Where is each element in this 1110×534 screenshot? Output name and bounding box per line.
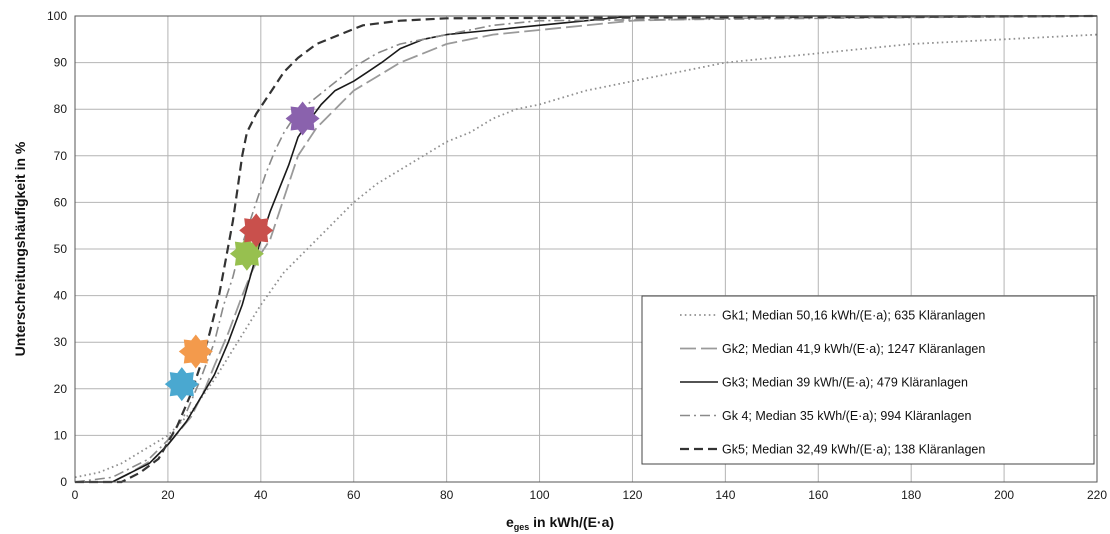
tick-labels: 0 20 40 60 80 100 120 140 160 180 200 220 0 10 20 30 40 5… — [47, 9, 1107, 502]
legend-label-gk5: Gk5; Median 32,49 kWh/(E·a); 138 Kläranl… — [722, 443, 985, 457]
y-tick-label: 50 — [54, 242, 68, 256]
y-tick-label: 90 — [54, 56, 68, 70]
x-tick-label: 20 — [161, 488, 175, 502]
series-line-gk4 — [74, 15, 1098, 483]
x-tick-label: 40 — [254, 488, 268, 502]
y-tick-label: 70 — [54, 149, 68, 163]
x-axis-label: eges in kWh/(E·a) — [506, 514, 614, 532]
x-tick-label: 100 — [530, 488, 550, 502]
series-line-gk1 — [74, 33, 1098, 479]
series-line-gk2 — [75, 15, 1098, 483]
legend-box — [641, 295, 1095, 465]
x-tick-label: 0 — [72, 488, 79, 502]
x-tick-label: 180 — [901, 488, 921, 502]
legend-label-gk2: Gk2; Median 41,9 kWh/(E·a); 1247 Kläranl… — [722, 342, 985, 356]
series-layer — [74, 14, 1098, 484]
legend: Gk1; Median 50,16 kWh/(E·a); 635 Kläranl… — [641, 295, 1095, 465]
series-line-gk3 — [75, 15, 1097, 483]
legend-label-gk3: Gk3; Median 39 kWh/(E·a); 479 Kläranlage… — [722, 376, 968, 390]
y-tick-label: 30 — [54, 335, 68, 349]
legend-label-gk1: Gk1; Median 50,16 kWh/(E·a); 635 Kläranl… — [722, 309, 985, 323]
x-tick-label: 80 — [440, 488, 454, 502]
x-tick-label: 160 — [808, 488, 828, 502]
x-tick-label: 200 — [994, 488, 1014, 502]
legend-label-gk4: Gk 4; Median 35 kWh/(E·a); 994 Kläranlag… — [722, 409, 971, 423]
series-line-gk5 — [75, 14, 1098, 484]
star-marker-4 — [239, 213, 274, 248]
star-marker-5 — [285, 101, 320, 136]
y-tick-label: 0 — [60, 475, 67, 489]
x-tick-label: 140 — [715, 488, 735, 502]
y-tick-label: 80 — [54, 102, 68, 116]
x-tick-label: 120 — [622, 488, 642, 502]
y-tick-label: 10 — [54, 428, 68, 442]
star-marker-2 — [178, 334, 213, 369]
y-tick-label: 40 — [54, 289, 68, 303]
y-tick-label: 100 — [47, 9, 67, 23]
star-marker-1 — [164, 367, 199, 402]
marker-layer — [164, 101, 320, 402]
x-tick-label: 60 — [347, 488, 361, 502]
x-tick-label: 220 — [1087, 488, 1107, 502]
y-tick-label: 20 — [54, 382, 68, 396]
plot-frame — [74, 15, 1098, 483]
y-tick-label: 60 — [54, 195, 68, 209]
y-axis-label: Unterschreitungshäufigkeit in % — [12, 141, 28, 356]
